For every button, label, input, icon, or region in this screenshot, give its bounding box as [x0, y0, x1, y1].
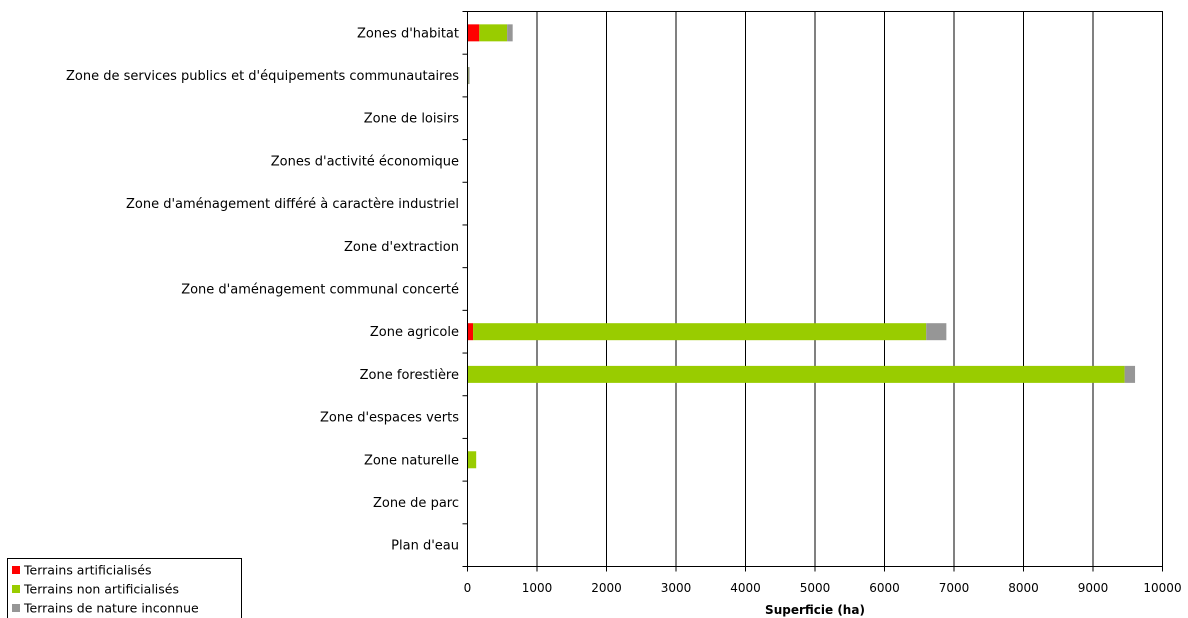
bar-segment: [507, 24, 513, 42]
category-label: Zone forestière: [360, 368, 459, 383]
category-label: Zone d'espaces verts: [320, 411, 459, 426]
bar-segment: [479, 24, 508, 42]
bar-segment: [467, 24, 480, 42]
bars: [467, 24, 1136, 469]
x-tick-label: 10000: [1143, 581, 1181, 595]
category-label: Zone d'aménagement différé à caractère i…: [126, 197, 459, 212]
x-tick-label: 1000: [522, 581, 553, 595]
bar-segment: [467, 451, 477, 469]
bar-segment: [1124, 365, 1136, 383]
x-tick-label: 2000: [591, 581, 622, 595]
legend-swatch: [12, 604, 20, 612]
category-label: Zone d'aménagement communal concerté: [181, 283, 459, 298]
category-label: Zone de services publics et d'équipement…: [66, 69, 459, 84]
bar-segment: [467, 323, 474, 341]
x-tick-label: 3000: [661, 581, 692, 595]
x-tick-label: 7000: [939, 581, 970, 595]
category-label: Zones d'activité économique: [271, 154, 459, 169]
bar-segment: [468, 67, 470, 85]
legend: Terrains artificialisés Terrains non arti…: [7, 558, 242, 618]
x-tick-label: 5000: [800, 581, 831, 595]
legend-swatch: [12, 585, 20, 593]
legend-label: Terrains non artificialisés: [23, 582, 179, 597]
x-tick-labels: 0 1000 2000 3000 4000 5000 6000 7000 8000 9000 100…: [464, 566, 1182, 595]
category-label: Zone agricole: [370, 325, 459, 340]
x-axis-title: Superficie (ha): [765, 603, 865, 617]
legend-label: Terrains artificialisés: [23, 563, 152, 578]
category-label: Zones d'habitat: [357, 26, 459, 41]
category-label: Zone de parc: [373, 496, 459, 511]
category-label: Plan d'eau: [391, 539, 459, 554]
x-tick-label: 8000: [1008, 581, 1039, 595]
x-tick-label: 9000: [1078, 581, 1109, 595]
x-tick-label: 6000: [869, 581, 900, 595]
legend-label: Terrains de nature inconnue: [23, 601, 199, 616]
legend-swatch: [12, 566, 20, 574]
category-label: Zone de loisirs: [364, 112, 460, 127]
category-labels: Zones d'habitat Zone de services publics …: [66, 11, 468, 567]
x-tick-label: 4000: [730, 581, 761, 595]
bar-segment: [473, 323, 927, 341]
bar-segment: [467, 365, 1125, 383]
bar-segment: [926, 323, 947, 341]
category-label: Zone naturelle: [364, 453, 459, 468]
x-tick-label: 0: [464, 581, 472, 595]
legend-box: [7, 558, 242, 618]
gridlines: [536, 11, 1094, 567]
category-label: Zone d'extraction: [344, 240, 459, 255]
